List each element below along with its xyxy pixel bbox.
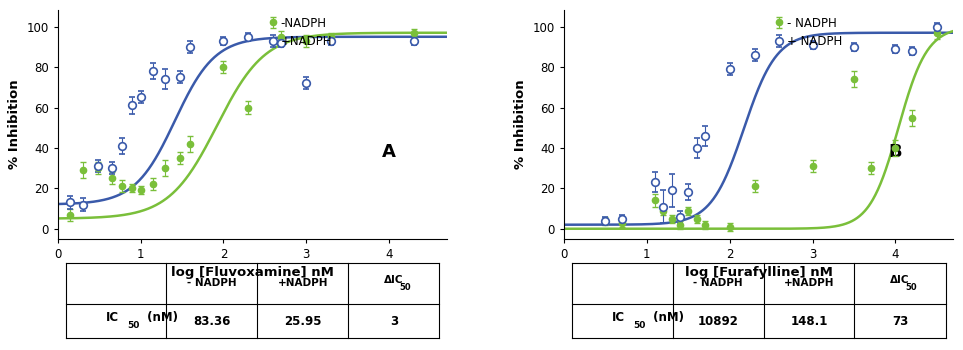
Text: 50: 50 bbox=[634, 321, 646, 330]
Text: - NADPH: - NADPH bbox=[187, 279, 237, 288]
Text: IC: IC bbox=[612, 311, 625, 324]
Text: ΔIC: ΔIC bbox=[890, 275, 910, 285]
Y-axis label: % Inhibition: % Inhibition bbox=[8, 80, 21, 169]
Text: B: B bbox=[888, 143, 901, 161]
Text: 3: 3 bbox=[390, 315, 398, 328]
Text: 50: 50 bbox=[127, 321, 140, 330]
Legend: -NADPH, +NADPH: -NADPH, +NADPH bbox=[266, 12, 336, 53]
Legend: - NADPH, + NADPH: - NADPH, + NADPH bbox=[772, 12, 846, 53]
Text: 83.36: 83.36 bbox=[194, 315, 230, 328]
Text: 50: 50 bbox=[399, 282, 410, 292]
Text: +NADPH: +NADPH bbox=[784, 279, 834, 288]
Text: 148.1: 148.1 bbox=[791, 315, 827, 328]
Y-axis label: % Inhibition: % Inhibition bbox=[514, 80, 527, 169]
Text: ΔIC: ΔIC bbox=[384, 275, 403, 285]
X-axis label: log [Furafylline] nM: log [Furafylline] nM bbox=[685, 266, 833, 279]
Text: 73: 73 bbox=[892, 315, 908, 328]
Text: 50: 50 bbox=[905, 282, 917, 292]
Text: A: A bbox=[381, 143, 396, 161]
Text: - NADPH: - NADPH bbox=[693, 279, 742, 288]
Text: +NADPH: +NADPH bbox=[277, 279, 328, 288]
Text: 25.95: 25.95 bbox=[284, 315, 322, 328]
Text: (nM): (nM) bbox=[649, 311, 685, 324]
Text: IC: IC bbox=[106, 311, 118, 324]
X-axis label: log [Fluvoxamine] nM: log [Fluvoxamine] nM bbox=[171, 266, 334, 279]
Text: (nM): (nM) bbox=[143, 311, 178, 324]
Text: 10892: 10892 bbox=[697, 315, 739, 328]
